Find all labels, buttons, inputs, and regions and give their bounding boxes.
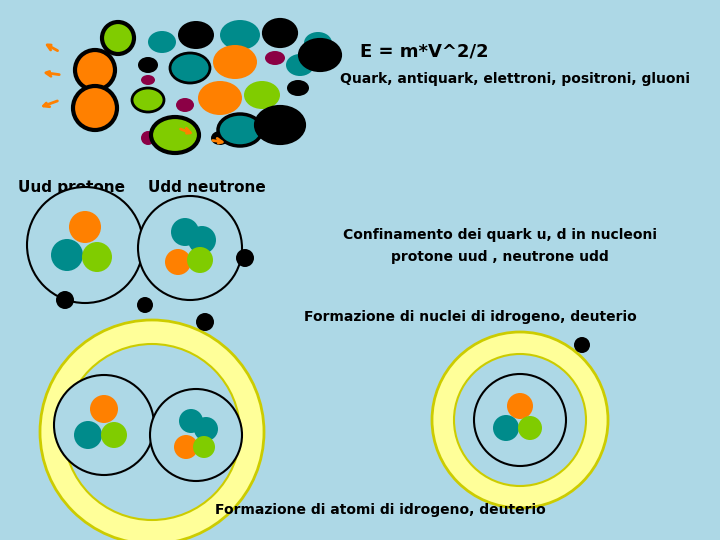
Ellipse shape	[213, 45, 257, 79]
Circle shape	[51, 239, 83, 271]
Circle shape	[174, 435, 198, 459]
Ellipse shape	[178, 21, 214, 49]
Circle shape	[179, 409, 203, 433]
Circle shape	[137, 297, 153, 313]
Ellipse shape	[287, 80, 309, 96]
Circle shape	[193, 436, 215, 458]
Ellipse shape	[151, 117, 199, 153]
Circle shape	[507, 393, 533, 419]
Circle shape	[171, 218, 199, 246]
Ellipse shape	[220, 20, 260, 50]
Circle shape	[150, 389, 242, 481]
Ellipse shape	[141, 131, 155, 145]
Ellipse shape	[148, 31, 176, 53]
Circle shape	[165, 249, 191, 275]
Ellipse shape	[73, 86, 117, 130]
Circle shape	[574, 337, 590, 353]
Circle shape	[196, 313, 214, 331]
Circle shape	[454, 354, 586, 486]
Ellipse shape	[256, 107, 304, 143]
Ellipse shape	[75, 50, 115, 90]
Text: E = m*V^2/2: E = m*V^2/2	[360, 42, 489, 60]
Circle shape	[187, 247, 213, 273]
Circle shape	[101, 422, 127, 448]
Circle shape	[188, 226, 216, 254]
Ellipse shape	[176, 98, 194, 112]
Text: Formazione di nuclei di idrogeno, deuterio: Formazione di nuclei di idrogeno, deuter…	[304, 310, 636, 324]
Ellipse shape	[211, 131, 229, 145]
Ellipse shape	[132, 88, 164, 112]
Circle shape	[194, 417, 218, 441]
Circle shape	[74, 421, 102, 449]
Circle shape	[56, 291, 74, 309]
Ellipse shape	[264, 20, 296, 46]
Circle shape	[69, 211, 101, 243]
Circle shape	[90, 395, 118, 423]
Circle shape	[138, 196, 242, 300]
Text: Udd neutrone: Udd neutrone	[148, 180, 266, 195]
Text: Quark, antiquark, elettroni, positroni, gluoni: Quark, antiquark, elettroni, positroni, …	[340, 72, 690, 86]
Ellipse shape	[300, 40, 340, 70]
Text: Formazione di atomi di idrogeno, deuterio: Formazione di atomi di idrogeno, deuteri…	[215, 503, 545, 517]
Circle shape	[518, 416, 542, 440]
Circle shape	[27, 187, 143, 303]
Ellipse shape	[198, 81, 242, 115]
Circle shape	[40, 320, 264, 540]
Circle shape	[474, 374, 566, 466]
Ellipse shape	[102, 22, 134, 54]
Circle shape	[82, 242, 112, 272]
Ellipse shape	[286, 54, 314, 76]
Text: Uud protone: Uud protone	[18, 180, 125, 195]
Text: Confinamento dei quark u, d in nucleoni: Confinamento dei quark u, d in nucleoni	[343, 228, 657, 242]
Circle shape	[493, 415, 519, 441]
Circle shape	[54, 375, 154, 475]
Ellipse shape	[138, 57, 158, 73]
Ellipse shape	[244, 81, 280, 109]
Ellipse shape	[170, 53, 210, 83]
Ellipse shape	[141, 75, 155, 85]
Ellipse shape	[304, 32, 332, 54]
Ellipse shape	[218, 114, 262, 146]
Ellipse shape	[265, 51, 285, 65]
Circle shape	[64, 344, 240, 520]
Circle shape	[236, 249, 254, 267]
Circle shape	[432, 332, 608, 508]
Text: protone uud , neutrone udd: protone uud , neutrone udd	[391, 250, 609, 264]
